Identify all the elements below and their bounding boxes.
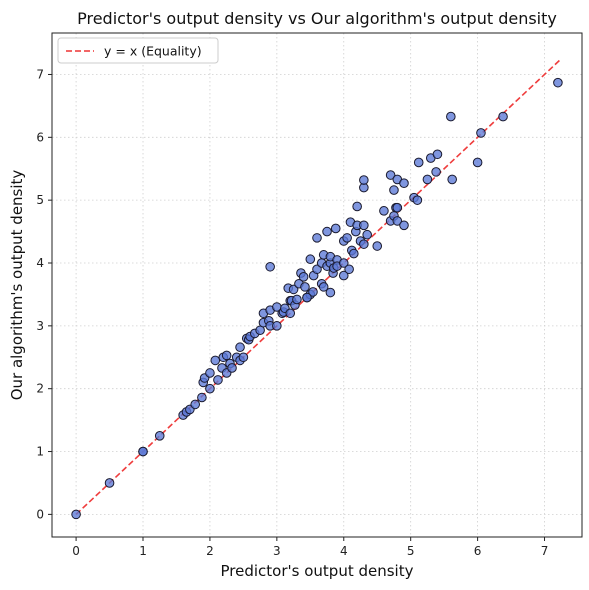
data-point: [312, 264, 322, 275]
data-point: [285, 308, 296, 319]
data-point: [399, 220, 409, 231]
x-tick-label: 4: [340, 544, 348, 558]
legend-label: y = x (Equality): [104, 44, 202, 59]
data-point: [221, 350, 232, 361]
data-point: [205, 368, 215, 378]
legend: y = x (Equality): [57, 37, 219, 64]
grid: [52, 33, 582, 537]
y-tick-label: 2: [36, 382, 44, 396]
data-point: [432, 149, 443, 160]
data-point: [362, 229, 372, 240]
legend-box: [57, 37, 219, 64]
data-point: [338, 258, 349, 268]
y-tick-label: 7: [36, 67, 44, 81]
data-point: [447, 174, 457, 185]
data-point: [138, 446, 148, 457]
data-point: [344, 264, 354, 275]
chart-title: Predictor's output density vs Our algori…: [77, 9, 557, 28]
data-point: [227, 363, 237, 373]
data-point: [210, 355, 221, 366]
data-point: [235, 342, 245, 353]
data-point: [385, 170, 396, 180]
data-point: [359, 220, 369, 231]
data-point: [71, 509, 81, 520]
x-tick-label: 2: [206, 544, 214, 558]
y-axis-label: Our algorithm's output density: [8, 170, 26, 401]
data-point: [213, 375, 223, 385]
y-tick-label: 1: [36, 445, 44, 459]
data-point: [412, 195, 423, 205]
data-point: [338, 270, 349, 281]
y-tick-label: 0: [36, 507, 44, 521]
data-point: [312, 233, 322, 243]
data-point: [431, 167, 441, 177]
x-tick-label: 1: [139, 544, 147, 558]
data-point: [498, 111, 508, 122]
y-tick-label: 6: [36, 130, 44, 144]
data-point: [392, 216, 403, 226]
data-point: [325, 287, 336, 298]
data-point: [300, 282, 310, 292]
x-axis-ticks: 0 1 2 3 4 5 6 7: [72, 537, 548, 558]
data-point: [104, 478, 115, 488]
y-tick-label: 3: [36, 319, 44, 333]
data-points: [71, 77, 563, 520]
data-point: [392, 202, 403, 213]
data-point: [352, 201, 362, 212]
plot-frame: [51, 32, 583, 538]
data-point: [292, 294, 302, 305]
data-point: [305, 254, 316, 265]
y-axis-ticks: 0 1 2 3 4 5 6 7: [36, 67, 52, 521]
data-point: [472, 157, 483, 168]
data-point: [553, 77, 563, 88]
x-axis-label: Predictor's output density: [221, 562, 414, 580]
data-point: [298, 272, 309, 282]
data-point: [342, 233, 352, 243]
y-tick-label: 5: [36, 193, 44, 207]
data-point: [238, 352, 249, 363]
data-point: [308, 287, 318, 297]
data-point: [372, 241, 383, 251]
data-point: [389, 185, 399, 195]
x-tick-label: 3: [273, 544, 281, 558]
data-point: [359, 175, 369, 185]
data-point: [265, 261, 275, 272]
x-tick-label: 5: [407, 544, 415, 558]
data-point: [349, 248, 359, 259]
data-point: [318, 282, 329, 292]
data-point: [322, 226, 332, 237]
data-point: [399, 178, 409, 188]
y-tick-label: 4: [36, 256, 44, 270]
data-point: [446, 111, 456, 122]
data-point: [197, 392, 207, 403]
data-point: [330, 223, 341, 234]
data-point: [154, 431, 165, 441]
data-point: [422, 174, 433, 185]
x-tick-label: 6: [474, 544, 482, 558]
data-point: [302, 292, 312, 303]
data-point: [413, 157, 424, 168]
data-point: [476, 128, 486, 138]
data-point: [379, 206, 389, 216]
data-point: [272, 321, 282, 331]
data-point: [190, 399, 201, 410]
x-tick-label: 7: [541, 544, 549, 558]
data-point: [205, 383, 215, 394]
data-point: [359, 239, 369, 249]
x-tick-label: 0: [72, 544, 80, 558]
